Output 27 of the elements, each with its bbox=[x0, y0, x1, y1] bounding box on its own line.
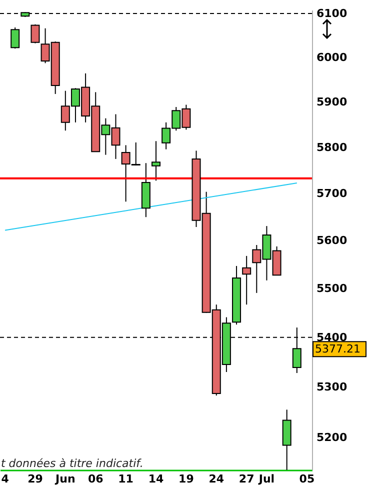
y-tick-label: 6100 bbox=[316, 6, 348, 20]
y-tick-label: 6000 bbox=[316, 50, 348, 64]
candlestick bbox=[10, 26, 20, 50]
x-tick-label: 29 bbox=[28, 472, 43, 486]
candlestick bbox=[242, 255, 252, 306]
y-tick-label: 5200 bbox=[316, 431, 348, 444]
y-tick-label: 5900 bbox=[316, 96, 348, 109]
text: 5377.21 bbox=[315, 342, 360, 356]
x-tick-label: 24 bbox=[208, 472, 224, 486]
candlestick bbox=[152, 140, 160, 182]
candlestick bbox=[30, 24, 40, 44]
x-tick-label: 27 bbox=[238, 472, 254, 486]
x-tick-label: Jul bbox=[258, 472, 275, 486]
y-tick-label: 5600 bbox=[316, 234, 348, 248]
annotation: t données à titre indicatif. bbox=[1, 457, 144, 470]
x-tick-label: 4 bbox=[1, 472, 10, 486]
x-tick-label: 05 bbox=[299, 472, 315, 486]
x-tick-label: 14 bbox=[148, 472, 164, 486]
x-tick-label: 19 bbox=[178, 472, 194, 486]
y-tick-label: 5400 bbox=[316, 330, 348, 344]
x-tick-label: 06 bbox=[88, 472, 104, 486]
y-tick-label: 5800 bbox=[316, 140, 348, 154]
y-tick-label: 5700 bbox=[316, 187, 348, 200]
x-tick-label: 11 bbox=[118, 472, 134, 486]
y-tick-label: 5300 bbox=[316, 380, 348, 394]
y-tick-label: 5500 bbox=[316, 282, 348, 296]
x-tick-label: Jun bbox=[54, 472, 76, 486]
